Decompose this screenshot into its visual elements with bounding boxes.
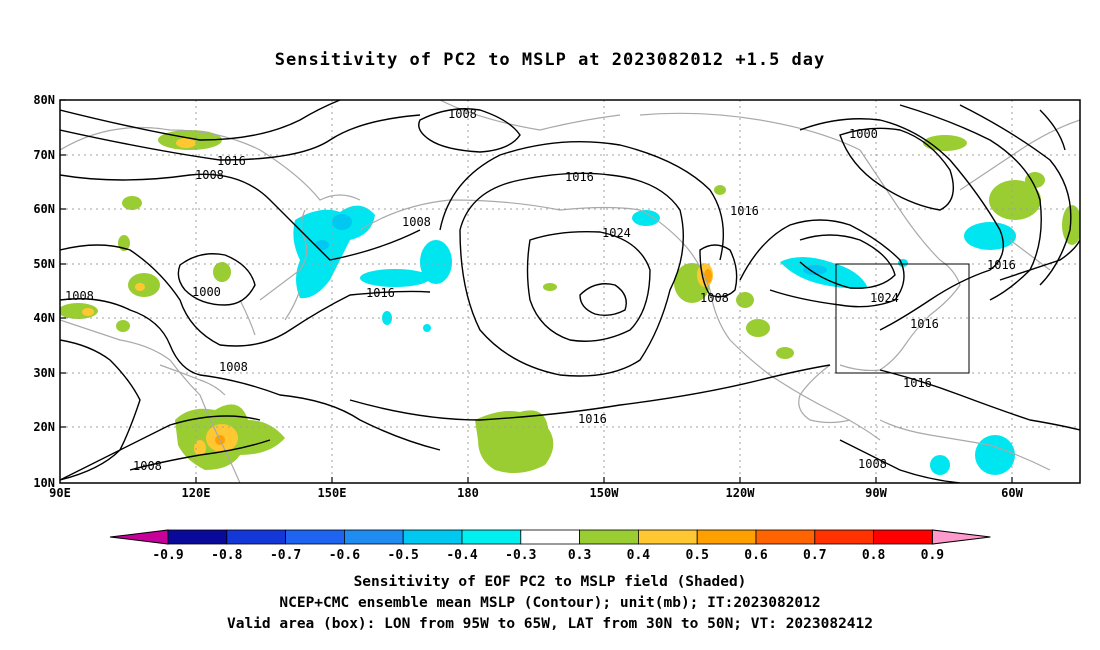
lon-label: 90E [49,486,71,500]
contour-labels: 1008 1016 1008 1016 1000 1016 1008 1000 … [65,107,1016,473]
colorbar-swatch [873,529,933,545]
contour-label: 1008 [448,107,477,121]
colorbar-swatch [814,529,874,545]
grid-lines [60,100,1080,483]
colorbar-swatch [638,529,698,545]
lat-label: 10N [33,476,55,490]
lon-label: 180 [457,486,479,500]
positive-shading-higher [215,269,712,445]
colorbar-label: -0.4 [446,548,477,563]
colorbar-label: -0.5 [388,548,419,563]
colorbar-swatch [167,529,228,545]
contour-label: 1008 [65,289,94,303]
colorbar-swatch [579,529,639,545]
axis-ticks [60,99,1013,483]
contour-label: 1016 [910,317,939,331]
colorbar-swatch [402,529,463,545]
colorbar-label: -0.7 [270,548,301,563]
colorbar-swatch [696,529,757,545]
colorbar-swatch [461,529,522,545]
caption-line: NCEP+CMC ensemble mean MSLP (Contour); u… [279,595,821,611]
colorbar-swatch [520,529,580,545]
contour-label: 1016 [565,170,594,184]
lon-label: 60W [1001,486,1023,500]
contour-label: 1016 [903,376,932,390]
contour-label: 1016 [987,258,1016,272]
colorbar-arrow-high [931,529,991,545]
lon-label: 120E [182,486,211,500]
contour-label: 1016 [730,204,759,218]
lat-label: 80N [33,93,55,107]
chart-title: Sensitivity of PC2 to MSLP at 2023082012… [274,50,826,70]
coastlines [60,100,1080,483]
colorbar-label: -0.6 [329,548,360,563]
colorbar-label: 0.8 [862,548,886,563]
contour-label: 1008 [402,215,431,229]
colorbar-label: 0.3 [568,548,591,563]
colorbar-label: 0.9 [921,548,944,563]
contour-label: 1016 [217,154,246,168]
lon-label: 120W [726,486,756,500]
contour-label: 1000 [192,285,221,299]
mslp-contours [60,100,1080,483]
contour-label: 1008 [195,168,224,182]
map-frame [59,99,1081,484]
negative-shading-strong [315,214,827,275]
colorbar-swatch [343,529,404,545]
colorbar-swatch [285,529,345,545]
contour-label: 1008 [133,459,162,473]
caption-line: Sensitivity of EOF PC2 to MSLP field (Sh… [353,574,747,590]
contour-label: 1024 [602,226,631,240]
contour-label: 1024 [870,291,899,305]
lat-label: 30N [33,366,55,380]
colorbar-label: -0.3 [505,548,536,563]
lat-label: 20N [33,420,55,434]
lon-label: 90W [865,486,887,500]
lon-label: 150W [590,486,620,500]
negative-shading [293,205,1016,475]
lat-labels: 80N 70N 60N 50N 40N 30N 20N 10N [33,93,55,490]
lat-label: 50N [33,257,55,271]
captions: Sensitivity of EOF PC2 to MSLP field (Sh… [0,572,1100,635]
contour-label: 1008 [219,360,248,374]
contour-label: 1008 [858,457,887,471]
lat-label: 40N [33,311,55,325]
colorbar: -0.9 -0.8 -0.7 -0.6 -0.5 -0.4 -0.3 0.3 0.4 0.5 0.6… [109,529,991,563]
colorbar-swatch [226,529,287,545]
lon-label: 150E [318,486,347,500]
sensitivity-shading [60,130,1080,475]
positive-shading-high [82,138,713,456]
colorbar-label: 0.4 [627,548,651,563]
colorbar-label: 0.6 [744,548,768,563]
colorbar-label: 0.5 [685,548,708,563]
contour-label: 1016 [366,286,395,300]
contour-label: 1016 [578,412,607,426]
colorbar-swatch [755,529,816,545]
contour-label: 1000 [849,127,878,141]
caption-line: Valid area (box): LON from 95W to 65W, L… [226,616,873,632]
valid-area-box [835,263,970,374]
lat-label: 70N [33,148,55,162]
colorbar-label: -0.8 [211,548,242,563]
colorbar-arrow-low [109,529,169,545]
lat-label: 60N [33,202,55,216]
colorbar-label: -0.9 [152,548,183,563]
contour-label: 1008 [700,291,729,305]
colorbar-label: 0.7 [803,548,826,563]
lon-labels: 90E 120E 150E 180 150W 120W 90W 60W [49,486,1023,500]
